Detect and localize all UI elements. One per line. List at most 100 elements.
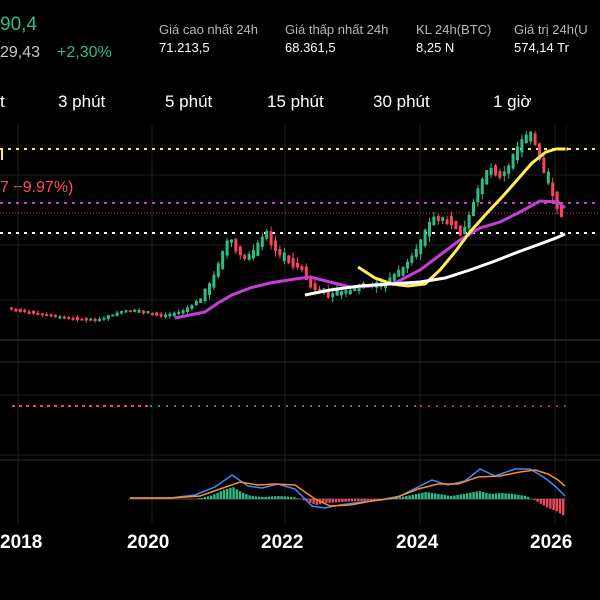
macd-bar: [430, 492, 434, 499]
candle-body: [502, 171, 506, 176]
candle-body: [436, 215, 440, 222]
timeframe-tab-5m[interactable]: 5 phút: [165, 92, 213, 111]
macd-bar: [360, 499, 363, 501]
stat-value: 71.213,5: [159, 40, 210, 55]
candle-body: [538, 143, 541, 160]
candle-body: [269, 231, 273, 246]
macd-bar: [366, 499, 370, 501]
price-last: 90,4: [0, 14, 37, 35]
x-axis-label: 2020: [127, 532, 170, 553]
macd-bar: [293, 497, 296, 499]
x-axis-label: 2022: [261, 532, 304, 553]
macd-bar: [235, 489, 238, 499]
candle-body: [89, 318, 93, 321]
macd-bar: [226, 488, 229, 499]
candle-body: [168, 313, 172, 317]
macd-bar: [414, 494, 418, 499]
stat-value: 574,14 Tr: [514, 40, 569, 55]
macd-bar: [354, 499, 357, 502]
macd-bar: [405, 495, 408, 499]
candle-body: [419, 239, 423, 255]
candle-body: [511, 154, 515, 169]
candle-body: [494, 165, 497, 176]
candle-body: [450, 216, 453, 226]
macd-bar: [254, 496, 258, 499]
candle-body: [507, 165, 511, 174]
macd-bar: [322, 499, 325, 504]
macd-bar: [331, 499, 334, 503]
macd-bar: [402, 496, 405, 499]
macd-dea-line: [130, 469, 566, 507]
macd-bar: [453, 495, 456, 499]
macd-bar: [229, 487, 232, 499]
candle-body: [177, 311, 181, 314]
macd-bar: [421, 492, 424, 499]
timeframe-tab-1h[interactable]: 1 giờ: [493, 92, 532, 111]
candle-body: [520, 139, 524, 153]
macd-bar: [338, 499, 341, 503]
macd-bar: [434, 493, 437, 499]
candle-body: [555, 191, 559, 209]
candle-body: [318, 288, 321, 291]
macd-bar: [472, 492, 475, 499]
candle-body: [445, 219, 449, 224]
candle-body: [124, 310, 128, 313]
candle-body: [331, 293, 335, 298]
candle-body: [467, 214, 471, 229]
candle-body: [102, 317, 106, 320]
macd-bar: [456, 494, 459, 499]
macd-bar: [488, 493, 491, 499]
macd-bar: [200, 497, 203, 499]
macd-bar: [219, 491, 222, 499]
candle-body: [155, 312, 159, 316]
macd-bar: [270, 496, 274, 499]
macd-bar: [341, 499, 344, 502]
candle-body: [172, 312, 176, 317]
stat-label: Giá thấp nhất 24h: [285, 22, 389, 37]
macd-bar: [267, 496, 270, 499]
macd-bar: [539, 499, 542, 504]
candle-body: [357, 286, 361, 292]
candle-body: [49, 314, 53, 317]
stat-label: Giá trị 24h(U: [514, 22, 588, 37]
timeframe-tab-1m[interactable]: t: [0, 92, 5, 111]
candle-body: [252, 250, 255, 259]
candle-body: [164, 314, 167, 318]
macd-bar: [370, 499, 373, 501]
candle-body: [533, 133, 537, 145]
macd-bar: [418, 493, 421, 499]
macd-bar: [504, 493, 507, 499]
macd-bar: [280, 496, 283, 499]
candle-body: [256, 242, 260, 256]
macd-bar: [344, 499, 347, 502]
macd-bar: [520, 495, 523, 499]
stat-value: 8,25 N: [416, 40, 455, 55]
macd-bar: [274, 496, 277, 499]
macd-bar: [286, 496, 290, 499]
candle-body: [560, 205, 563, 217]
candle-body: [194, 301, 198, 306]
macd-bar: [523, 495, 526, 499]
candle-body: [40, 313, 44, 316]
macd-bar: [427, 492, 430, 499]
candle-body: [137, 309, 141, 313]
candle-body: [274, 240, 277, 251]
candle-body: [278, 249, 282, 256]
macd-bar: [251, 496, 254, 499]
macd-bar: [517, 494, 520, 499]
timeframe-tab-3m[interactable]: 3 phút: [58, 92, 106, 111]
candle-body: [238, 246, 242, 256]
candle-body: [489, 167, 493, 175]
candle-body: [76, 316, 79, 321]
candle-body: [485, 170, 489, 185]
candle-body: [27, 311, 31, 315]
macd-bar: [357, 499, 360, 502]
candle-body: [216, 263, 220, 277]
timeframe-tab-15m[interactable]: 15 phút: [267, 92, 324, 111]
candle-body: [84, 317, 88, 321]
macd-bar: [562, 499, 565, 516]
stat-turnover-24h: Giá trị 24h(U 574,14 Tr: [514, 22, 588, 55]
macd-bar: [446, 495, 450, 499]
timeframe-tab-30m[interactable]: 30 phút: [373, 92, 430, 111]
